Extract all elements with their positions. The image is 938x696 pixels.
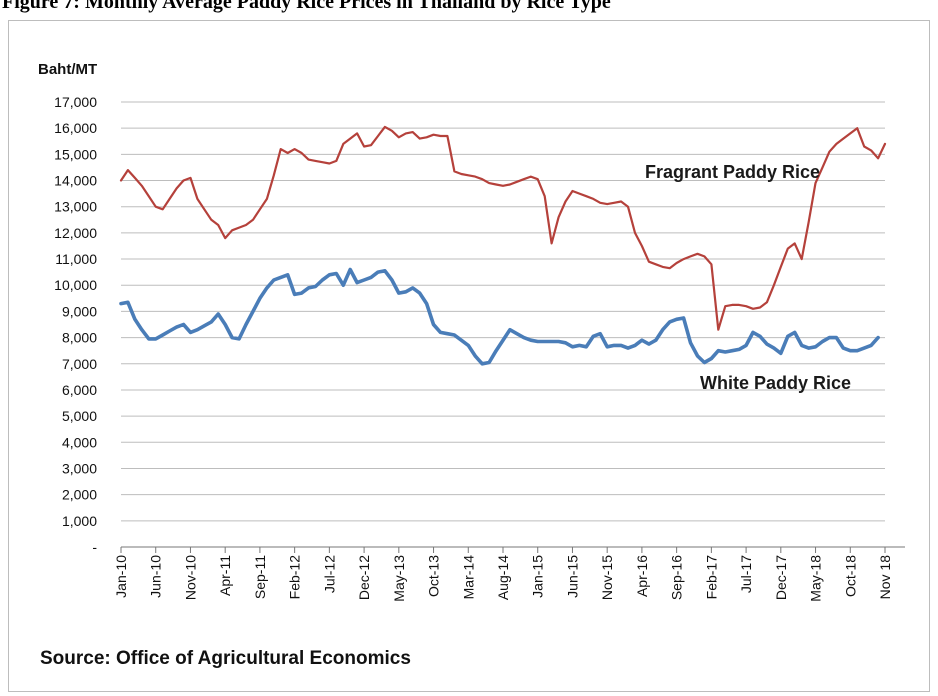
series-label-white-paddy-rice: White Paddy Rice <box>700 373 851 393</box>
x-tick-label: Jun-10 <box>148 555 164 598</box>
series-lines <box>119 125 887 366</box>
series-labels: Fragrant Paddy Rice White Paddy Rice <box>645 162 851 393</box>
y-tick-label: 5,000 <box>62 408 97 424</box>
x-tick-label: Feb-12 <box>287 555 303 600</box>
x-tick-label: Dec-17 <box>773 555 789 600</box>
source-note: Source: Office of Agricultural Economics <box>40 648 411 669</box>
y-tick-label: 10,000 <box>54 277 97 293</box>
x-tick-label: Sep-16 <box>669 555 685 600</box>
y-tick-label: 14,000 <box>54 173 97 189</box>
x-tick-label: Sep-11 <box>252 555 268 599</box>
x-tick-label: Feb-17 <box>703 555 719 600</box>
y-tick-label: 2,000 <box>62 487 97 503</box>
chart-frame <box>8 20 930 692</box>
x-tick-label: Jan-10 <box>113 555 129 598</box>
y-tick-label: 16,000 <box>54 120 97 136</box>
y-tick-label: - <box>92 539 97 555</box>
y-tick-label: 7,000 <box>62 356 97 372</box>
series-line-fragrant-paddy-rice <box>119 125 887 331</box>
x-tick-label: Aug-14 <box>495 555 511 600</box>
x-tick-label: Dec-12 <box>356 555 372 600</box>
x-axis: Jan-10 Jun-10 Nov-10 Apr-11 Sep-11 Feb-12 Jul-… <box>113 546 905 602</box>
x-tick-label: Jul-12 <box>321 555 337 593</box>
x-tick-label: Apr-16 <box>634 555 650 597</box>
x-tick-label: Jul-17 <box>738 555 754 593</box>
series-label-fragrant-paddy-rice: Fragrant Paddy Rice <box>645 162 820 182</box>
figure-title: Figure 7: Monthly Average Paddy Rice Pri… <box>2 0 611 13</box>
y-tick-label: 8,000 <box>62 330 97 346</box>
x-tick-label: Nov-10 <box>182 555 198 600</box>
x-tick-label: Nov-15 <box>599 555 615 600</box>
x-tick-label: Oct-13 <box>426 555 442 597</box>
y-tick-label: 12,000 <box>54 225 97 241</box>
series-line-white-paddy-rice <box>119 267 880 366</box>
x-tick-label: May-18 <box>808 555 824 602</box>
x-tick-label: Nov 18 <box>877 555 893 600</box>
x-tick-label: Jun-15 <box>564 555 580 598</box>
y-axis-label: Baht/MT <box>38 61 97 78</box>
y-tick-label: 9,000 <box>62 303 97 319</box>
y-tick-label: 13,000 <box>54 199 97 215</box>
y-axis-ticks: - 1,000 2,000 3,000 4,000 5,000 6,000 7,000 8,00… <box>54 94 97 555</box>
y-tick-label: 15,000 <box>54 146 97 162</box>
y-tick-label: 6,000 <box>62 382 97 398</box>
y-tick-label: 1,000 <box>62 513 97 529</box>
x-tick-label: Mar-14 <box>460 555 476 600</box>
y-tick-label: 11,000 <box>55 251 97 267</box>
x-tick-label: Jan-15 <box>530 555 546 598</box>
x-tick-label: May-13 <box>391 555 407 602</box>
y-tick-label: 4,000 <box>62 434 97 450</box>
y-tick-label: 17,000 <box>54 94 97 110</box>
x-tick-label: Oct-18 <box>842 555 858 597</box>
y-tick-label: 3,000 <box>62 460 97 476</box>
x-tick-label: Apr-11 <box>217 555 233 596</box>
